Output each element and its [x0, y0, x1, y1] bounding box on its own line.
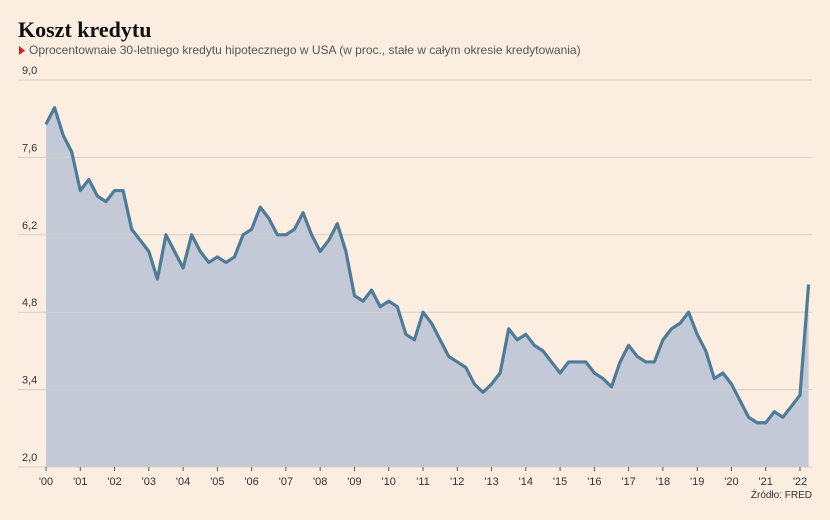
source: Źródło: FRED — [751, 488, 812, 501]
y-tick-label: 9,0 — [22, 65, 37, 77]
x-tick-label: '11 — [416, 476, 430, 488]
x-tick-label: '20 — [724, 476, 738, 488]
x-tick-label: '16 — [587, 476, 601, 488]
x-tick-label: '19 — [690, 476, 704, 488]
y-tick-label: 6,2 — [22, 220, 37, 232]
area — [46, 107, 809, 468]
x-tick-label: '01 — [73, 476, 87, 488]
x-tick-label: '00 — [39, 476, 53, 488]
x-tick-label: '18 — [656, 476, 670, 488]
line — [44, 106, 811, 425]
x-tick-label: '21 — [759, 476, 773, 488]
x-tick-label: '22 — [793, 476, 807, 488]
x-tick-label: '02 — [107, 476, 121, 488]
x-tick-label: '07 — [279, 476, 293, 488]
x-tick-label: '09 — [347, 476, 361, 488]
x-tick-label: '13 — [484, 476, 498, 488]
y-tick-label: 4,8 — [22, 297, 37, 309]
x-tick-label: '03 — [142, 476, 156, 488]
x-tick-label: '17 — [621, 476, 635, 488]
x-tick-label: '08 — [313, 476, 327, 488]
y-tick-label: 7,6 — [22, 142, 37, 154]
x-tick-label: '05 — [210, 476, 224, 488]
chart-title: Koszt kredytu — [18, 17, 151, 42]
x-tick-label: '10 — [382, 476, 396, 488]
x-tick-label: '14 — [519, 476, 533, 488]
x-tick-label: '12 — [450, 476, 464, 488]
x-tick-label: '04 — [176, 476, 190, 488]
chart-subtitle: Oprocentownaie 30-letniego kredytu hipot… — [29, 43, 581, 57]
y-tick-label: 3,4 — [22, 375, 37, 387]
y-tick-label: 2,0 — [22, 452, 37, 464]
x-tick-label: '15 — [553, 476, 567, 488]
x-tick-label: '06 — [244, 476, 258, 488]
subtitle-marker — [19, 46, 25, 55]
